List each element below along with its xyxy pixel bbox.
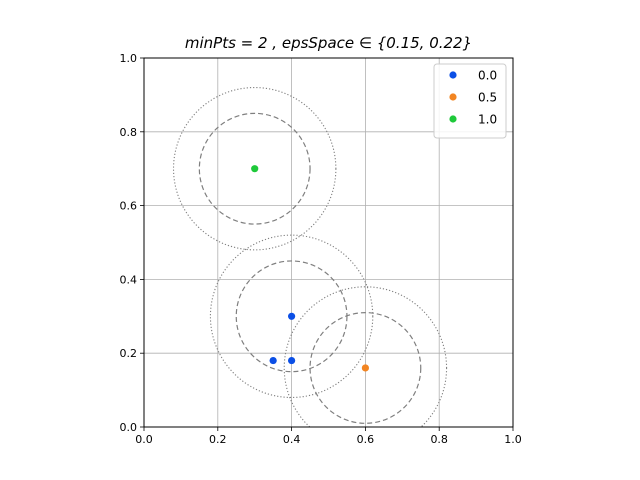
data-point (361, 364, 369, 372)
legend-marker (449, 71, 457, 79)
epsilon-circles (172, 86, 448, 427)
eps-circle-outer (283, 286, 448, 427)
axis-ticks: 0.0 0.2 0.4 0.6 0.8 1.0 0.0 0.2 0.4 0.6 0.8 1.0 (120, 52, 522, 446)
x-tick-label: 0.0 (135, 433, 153, 446)
plot-frame (143, 57, 514, 428)
y-tick-label: 0.6 (120, 200, 138, 213)
y-tick-label: 1.0 (120, 52, 138, 65)
x-tick-label: 0.6 (357, 433, 375, 446)
legend-label: 0.0 (478, 69, 497, 83)
data-point (269, 356, 277, 365)
data-point (288, 356, 296, 365)
data-point (251, 165, 259, 173)
x-tick-label: 0.8 (430, 433, 448, 446)
data-point (288, 312, 296, 320)
legend-marker (449, 115, 457, 123)
eps-circle-inner (309, 312, 422, 424)
x-tick-label: 1.0 (504, 433, 522, 446)
y-tick-label: 0.0 (120, 421, 138, 434)
chart-title: minPts = 2 , epsSpace ∈ {0.15, 0.22} (185, 34, 472, 52)
legend: 0.0 0.5 1.0 (433, 63, 507, 139)
x-tick-label: 0.4 (283, 433, 301, 446)
x-tick-label: 0.2 (209, 433, 227, 446)
legend-marker (449, 93, 457, 101)
y-tick-label: 0.2 (120, 347, 138, 360)
eps-circle-outer (172, 86, 337, 251)
legend-label: 0.5 (478, 91, 497, 105)
eps-circle-outer (209, 234, 374, 399)
y-tick-label: 0.8 (120, 126, 138, 139)
y-tick-label: 0.4 (120, 273, 138, 286)
data-points (251, 165, 369, 372)
eps-circle-inner (198, 112, 311, 225)
legend-label: 1.0 (478, 113, 497, 127)
